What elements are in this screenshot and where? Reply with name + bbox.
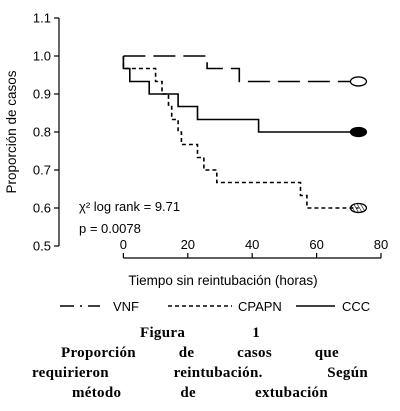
end-marker-ccc	[349, 126, 368, 138]
survival-chart: 0.5 0.6 0.7 0.8 0.9 1.0 1.1 0 20 40 60 80 χ² log r…	[4, 11, 388, 315]
y-tick-label: 0.8	[33, 125, 51, 140]
series-line-vnf	[123, 55, 359, 83]
legend-label-cpapn: CPAPN	[238, 299, 282, 314]
caption-line-4: método de extubación	[72, 385, 328, 401]
y-axis-label: Proporción de casos	[4, 70, 19, 193]
caption-line-1: Figura 1	[140, 325, 260, 341]
series-layer	[122, 55, 368, 214]
series-line-ccc	[122, 56, 359, 133]
x-tick-label: 60	[309, 237, 323, 252]
x-tick-label: 0	[120, 237, 127, 252]
series-line-cpapn	[122, 56, 359, 209]
y-tick-label: 0.6	[33, 201, 51, 216]
x-axis: 0 20 40 60 80	[120, 237, 388, 259]
x-tick-label: 20	[181, 237, 195, 252]
p-value-annotation: p = 0.0078	[79, 221, 141, 236]
y-tick-label: 1.1	[33, 11, 51, 26]
y-tick-label: 0.7	[33, 163, 51, 178]
end-marker-vnf	[349, 76, 368, 87]
y-axis: 0.5 0.6 0.7 0.8 0.9 1.0 1.1	[33, 11, 60, 254]
chi-square-annotation: χ² log rank = 9.71	[79, 199, 180, 214]
x-axis-label: Tiempo sin reintubación (horas)	[128, 273, 317, 288]
y-tick-label: 0.9	[33, 87, 51, 102]
legend-label-ccc: CCC	[342, 299, 370, 314]
y-tick-label: 0.5	[33, 239, 51, 254]
y-tick-label: 1.0	[33, 49, 51, 64]
x-tick-label: 80	[374, 237, 388, 252]
legend-label-vnf: VNF	[113, 299, 139, 314]
figure-caption: Figura 1 Proporción de casos que requiri…	[0, 323, 400, 403]
legend: VNF CPAPN CCC	[60, 299, 370, 314]
caption-line-2: Proporción de casos que	[61, 345, 339, 361]
x-tick-label: 40	[245, 237, 259, 252]
end-marker-cpapn	[349, 202, 368, 214]
caption-line-3: requirieron reintubación. Según	[32, 365, 368, 381]
